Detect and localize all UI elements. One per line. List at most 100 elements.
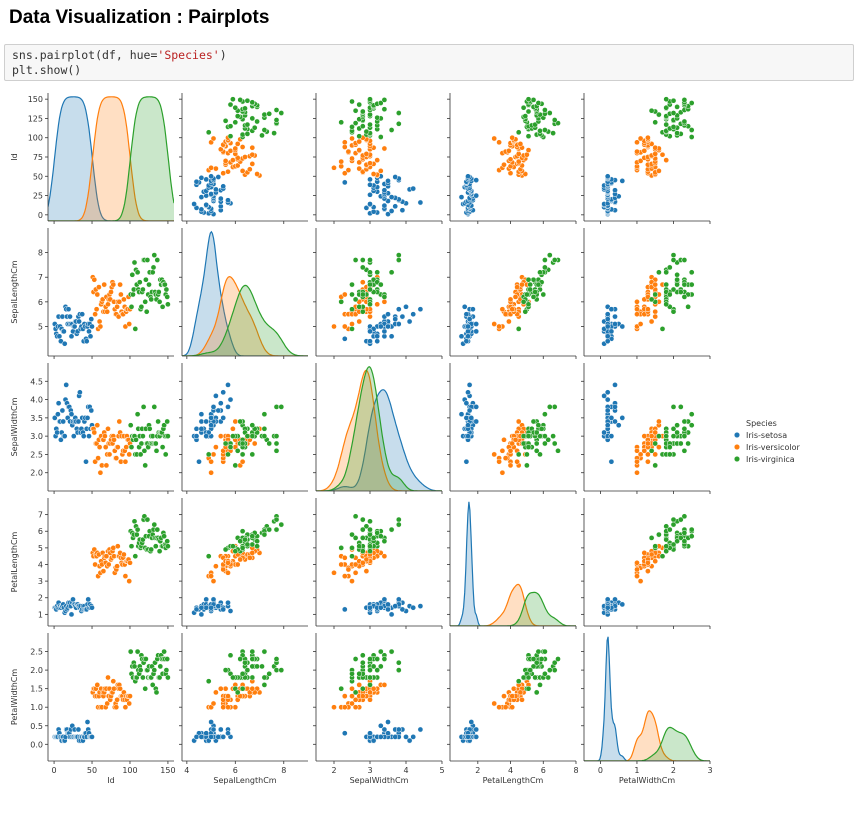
scatter-point-iris-virginica	[670, 404, 677, 410]
x-tick-label: 8	[281, 766, 286, 775]
scatter-point-iris-versicolor	[499, 306, 506, 313]
scatter-point-iris-setosa	[604, 173, 611, 180]
scatter-point-iris-setosa	[77, 389, 83, 396]
scatter-point-iris-versicolor	[108, 289, 114, 295]
scatter-point-iris-virginica	[545, 436, 552, 443]
scatter-point-iris-versicolor	[367, 160, 373, 167]
scatter-point-iris-virginica	[670, 425, 677, 432]
scatter-point-iris-virginica	[127, 422, 134, 429]
code-cell[interactable]: sns.pairplot(df, hue='Species') plt.show…	[4, 44, 854, 81]
scatter-point-iris-setosa	[225, 382, 231, 388]
scatter-point-iris-virginica	[367, 257, 373, 263]
scatter-point-iris-versicolor	[514, 458, 520, 465]
scatter-point-iris-setosa	[612, 404, 618, 410]
scatter-point-iris-versicolor	[367, 313, 373, 320]
scatter-point-iris-virginica	[525, 433, 532, 439]
y-tick-label: 5	[38, 322, 43, 331]
scatter-point-iris-versicolor	[349, 135, 355, 142]
scatter-point-iris-virginica	[525, 108, 532, 115]
scatter-point-iris-versicolor	[648, 433, 655, 439]
scatter-point-iris-versicolor	[645, 306, 651, 313]
scatter-point-iris-versicolor	[96, 444, 103, 450]
scatter-point-iris-virginica	[388, 648, 395, 655]
scatter-point-iris-versicolor	[496, 323, 502, 330]
scatter-point-iris-versicolor	[249, 550, 256, 556]
kde-line-iris-virginica	[450, 591, 576, 626]
scatter-point-iris-setosa	[392, 203, 399, 210]
scatter-point-iris-virginica	[338, 119, 345, 126]
scatter-point-iris-virginica	[535, 648, 542, 655]
scatter-point-iris-setosa	[83, 458, 89, 465]
scatter-point-iris-virginica	[652, 119, 659, 126]
scatter-point-iris-versicolor	[110, 678, 117, 685]
scatter-point-iris-setosa	[215, 603, 222, 609]
scatter-point-iris-versicolor	[121, 551, 127, 558]
scatter-point-iris-versicolor	[509, 693, 516, 699]
scatter-point-iris-virginica	[551, 667, 558, 673]
scatter-point-iris-virginica	[670, 286, 677, 293]
scatter-point-iris-setosa	[406, 737, 413, 744]
scatter-point-iris-setosa	[193, 606, 200, 613]
scatter-point-iris-versicolor	[634, 298, 640, 305]
scatter-point-iris-virginica	[377, 663, 384, 670]
scatter-point-iris-virginica	[152, 543, 159, 550]
scatter-point-iris-setosa	[341, 606, 348, 613]
scatter-point-iris-virginica	[527, 281, 534, 288]
scatter-point-iris-virginica	[136, 279, 143, 286]
panel-sepallengthcm-vs-petallengthcm	[447, 228, 577, 359]
scatter-point-iris-setosa	[198, 174, 205, 181]
scatter-point-iris-versicolor	[349, 155, 355, 162]
scatter-point-iris-virginica	[273, 404, 280, 410]
scatter-point-iris-virginica	[232, 462, 239, 469]
scatter-point-iris-versicolor	[512, 436, 519, 443]
panel-id-vs-sepallengthcm	[179, 93, 308, 224]
scatter-point-iris-virginica	[666, 291, 673, 298]
scatter-point-iris-setosa	[619, 415, 626, 421]
scatter-point-iris-versicolor	[113, 704, 120, 711]
y-tick-label: 3.0	[30, 432, 43, 441]
scatter-point-iris-virginica	[670, 516, 677, 523]
scatter-point-iris-virginica	[381, 106, 388, 113]
scatter-point-iris-setosa	[215, 407, 222, 414]
scatter-point-iris-setosa	[61, 328, 67, 335]
scatter-point-iris-versicolor	[222, 158, 229, 164]
scatter-point-iris-setosa	[466, 407, 473, 414]
scatter-point-iris-virginica	[663, 104, 670, 111]
scatter-point-iris-virginica	[648, 447, 655, 454]
scatter-point-iris-virginica	[273, 433, 280, 439]
kde-line-iris-setosa	[316, 389, 442, 491]
scatter-point-iris-setosa	[68, 333, 75, 340]
scatter-point-iris-setosa	[608, 433, 615, 439]
kde-line-iris-virginica	[48, 96, 174, 221]
scatter-point-iris-setosa	[196, 458, 202, 465]
scatter-point-iris-setosa	[392, 174, 399, 180]
scatter-point-iris-virginica	[352, 535, 359, 541]
scatter-point-iris-virginica	[130, 291, 136, 298]
scatter-point-iris-virginica	[261, 127, 268, 133]
scatter-point-iris-virginica	[532, 674, 538, 681]
scatter-point-iris-setosa	[392, 316, 399, 322]
scatter-point-iris-setosa	[410, 185, 417, 192]
scatter-point-iris-setosa	[381, 202, 388, 209]
scatter-point-iris-versicolor	[648, 318, 655, 325]
legend-entry-iris-versicolor: Iris-versicolor	[746, 443, 800, 452]
scatter-point-iris-virginica	[349, 326, 355, 332]
scatter-point-iris-versicolor	[122, 573, 129, 579]
scatter-point-iris-virginica	[520, 298, 527, 305]
scatter-point-iris-setosa	[367, 604, 373, 611]
scatter-point-iris-setosa	[225, 404, 231, 410]
scatter-point-iris-setosa	[193, 425, 200, 432]
scatter-point-iris-virginica	[681, 513, 688, 520]
scatter-point-iris-virginica	[205, 451, 212, 458]
scatter-point-iris-virginica	[367, 269, 373, 276]
scatter-point-iris-setosa	[89, 323, 95, 330]
scatter-point-iris-versicolor	[352, 704, 359, 711]
scatter-point-iris-versicolor	[507, 447, 514, 454]
scatter-point-iris-versicolor	[377, 168, 384, 174]
kde-line-iris-versicolor	[182, 275, 308, 356]
scatter-point-iris-virginica	[349, 124, 355, 130]
scatter-point-iris-virginica	[273, 447, 280, 454]
scatter-point-iris-versicolor	[634, 306, 640, 313]
scatter-point-iris-virginica	[261, 411, 268, 418]
scatter-point-iris-virginica	[151, 252, 158, 258]
